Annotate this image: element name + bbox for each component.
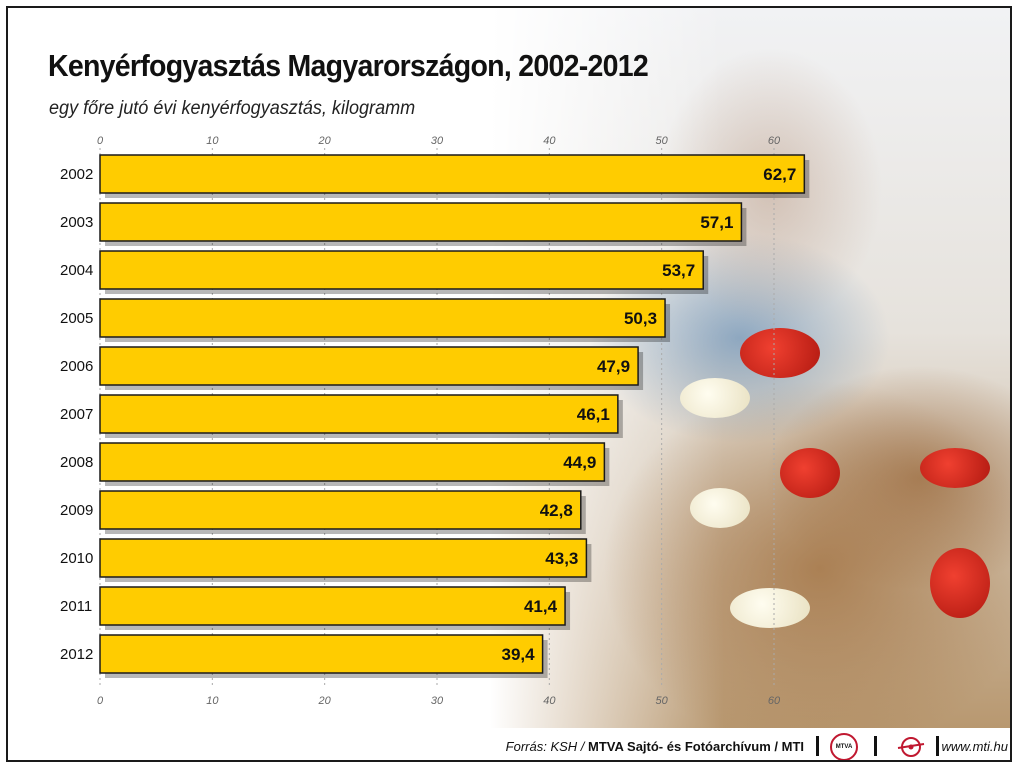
tomato-slice bbox=[920, 448, 990, 488]
tomato-slice bbox=[780, 448, 840, 498]
chart-subtitle: egy főre jutó évi kenyérfogyasztás, kilo… bbox=[49, 98, 416, 119]
category-label: 2012 bbox=[60, 646, 93, 663]
mti-logo-icon bbox=[897, 737, 925, 757]
bar bbox=[99, 250, 704, 290]
bars: 2002 62,7 2003 57,1 2004 53,7 2005 50,3 2006 47,9… bbox=[60, 154, 810, 678]
bar bbox=[99, 442, 606, 482]
bar-group: 2002 62,7 bbox=[60, 154, 810, 198]
category-label: 2002 bbox=[60, 166, 93, 183]
x-tick-label-bottom: 20 bbox=[318, 695, 332, 707]
bar bbox=[99, 586, 566, 626]
value-label: 44,9 bbox=[563, 453, 596, 472]
category-label: 2005 bbox=[60, 310, 93, 327]
x-tick-label-bottom: 10 bbox=[206, 695, 219, 707]
egg-slice bbox=[690, 488, 750, 528]
value-label: 42,8 bbox=[540, 501, 573, 520]
value-label: 47,9 bbox=[597, 357, 630, 376]
x-tick-label-bottom: 60 bbox=[768, 695, 781, 707]
x-tick-label-bottom: 30 bbox=[431, 695, 444, 707]
category-label: 2007 bbox=[60, 406, 93, 423]
separator bbox=[936, 736, 939, 756]
egg-slice bbox=[730, 588, 810, 628]
x-tick-label-top: 0 bbox=[97, 135, 104, 147]
category-label: 2004 bbox=[60, 262, 93, 279]
mtva-logo-text: MTVA bbox=[835, 744, 853, 750]
value-label: 39,4 bbox=[501, 645, 535, 664]
egg-slice bbox=[680, 378, 750, 418]
separator bbox=[816, 736, 819, 756]
footer: Forrás: KSH / MTVA Sajtó- és Fotóarchívu… bbox=[8, 732, 1010, 760]
x-tick-label-bottom: 50 bbox=[656, 695, 669, 707]
bar-group: 2008 44,9 bbox=[60, 442, 610, 486]
x-tick-label-bottom: 0 bbox=[97, 695, 104, 707]
bar bbox=[99, 202, 743, 242]
x-tick-label-top: 60 bbox=[768, 135, 781, 147]
category-label: 2009 bbox=[60, 502, 93, 519]
value-label: 46,1 bbox=[577, 405, 610, 424]
x-tick-label-top: 50 bbox=[656, 135, 669, 147]
bar-group: 2012 39,4 bbox=[60, 634, 548, 678]
source-credit: Forrás: KSH / MTVA Sajtó- és Fotóarchívu… bbox=[506, 739, 804, 754]
category-label: 2003 bbox=[60, 214, 93, 231]
bar-group: 2004 53,7 bbox=[60, 250, 709, 294]
website-url: www.mti.hu bbox=[941, 739, 1008, 754]
bar-chart: 0 10 20 30 40 50 60 0 10 20 30 40 50 60 2002 62,7 2003… bbox=[60, 135, 810, 707]
value-label: 62,7 bbox=[763, 165, 796, 184]
bar-group: 2006 47,9 bbox=[60, 346, 644, 390]
value-label: 57,1 bbox=[700, 213, 733, 232]
bar bbox=[99, 154, 806, 194]
bar bbox=[99, 346, 639, 386]
separator bbox=[874, 736, 877, 756]
bar bbox=[99, 298, 666, 338]
category-label: 2006 bbox=[60, 358, 93, 375]
value-label: 41,4 bbox=[524, 597, 558, 616]
value-label: 53,7 bbox=[662, 261, 695, 280]
bar-group: 2010 43,3 bbox=[60, 538, 592, 582]
x-tick-label-top: 30 bbox=[431, 135, 444, 147]
category-label: 2010 bbox=[60, 550, 93, 567]
bar-group: 2011 41,4 bbox=[60, 586, 571, 630]
bar bbox=[99, 538, 588, 578]
x-tick-label-top: 40 bbox=[543, 135, 556, 147]
x-tick-label-bottom: 40 bbox=[543, 695, 556, 707]
top-axis-ticks: 0 10 20 30 40 50 60 bbox=[97, 135, 781, 147]
bar bbox=[99, 394, 619, 434]
chart-title: Kenyérfogyasztás Magyarországon, 2002-20… bbox=[48, 48, 649, 83]
bar-group: 2005 50,3 bbox=[60, 298, 671, 342]
tomato-slice bbox=[740, 328, 820, 378]
bottom-axis-ticks: 0 10 20 30 40 50 60 bbox=[97, 695, 781, 707]
value-label: 50,3 bbox=[624, 309, 657, 328]
source-prefix: Forrás: KSH / bbox=[505, 739, 589, 754]
x-tick-label-top: 10 bbox=[206, 135, 219, 147]
bar-group: 2009 42,8 bbox=[60, 490, 586, 534]
infographic-frame: Kenyérfogyasztás Magyarországon, 2002-20… bbox=[6, 6, 1012, 762]
tomato-slice bbox=[930, 548, 990, 618]
bar-group: 2003 57,1 bbox=[60, 202, 747, 246]
bar-group: 2007 46,1 bbox=[60, 394, 623, 438]
mtva-logo-icon: MTVA bbox=[830, 733, 858, 760]
value-label: 43,3 bbox=[545, 549, 578, 568]
bar bbox=[99, 490, 582, 530]
category-label: 2008 bbox=[60, 454, 93, 471]
bar bbox=[99, 634, 544, 674]
x-tick-label-top: 20 bbox=[318, 135, 332, 147]
source-org: MTVA Sajtó- és Fotóarchívum / MTI bbox=[588, 739, 804, 754]
category-label: 2011 bbox=[60, 598, 92, 615]
